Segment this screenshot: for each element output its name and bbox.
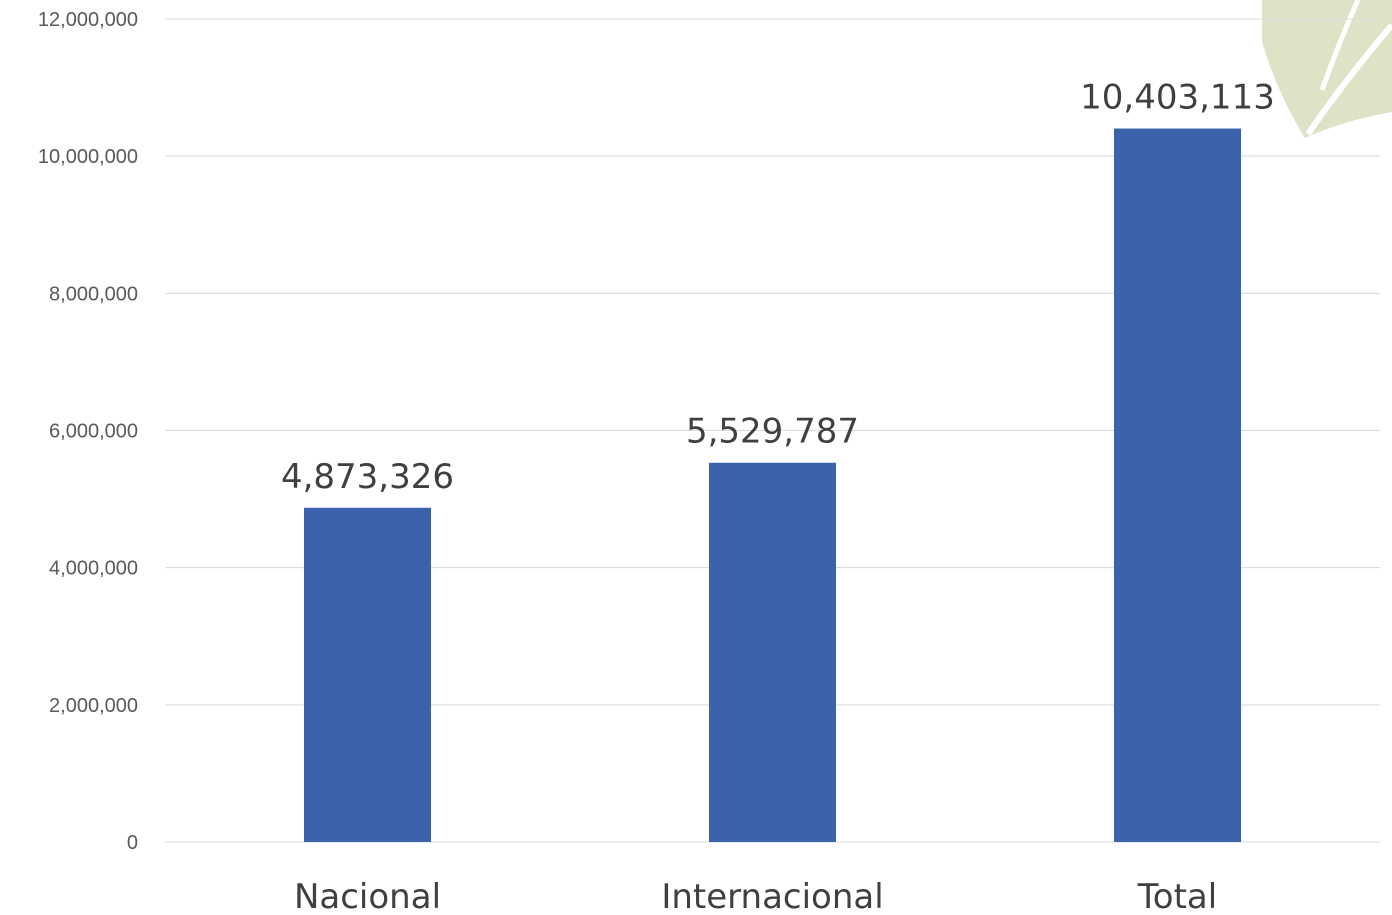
y-tick-label: 6,000,000 [49,421,138,443]
y-axis: 0 2,000,000 4,000,000 6,000,000 8,000,000 10,… [38,9,138,854]
data-label: 5,529,787 [686,412,859,452]
data-labels: 4,873,326 5,529,787 10,403,113 [281,78,1275,497]
y-tick-label: 10,000,000 [38,146,138,168]
x-tick-label: Nacional [294,877,441,915]
x-axis: Nacional Internacional Total [294,877,1217,915]
y-tick-label: 2,000,000 [49,695,138,717]
data-label: 4,873,326 [281,457,454,497]
y-tick-label: 0 [127,832,138,854]
y-tick-label: 4,000,000 [49,558,138,580]
y-tick-label: 8,000,000 [49,283,138,305]
bars [304,128,1241,842]
x-tick-label: Internacional [661,877,883,915]
y-tick-label: 12,000,000 [38,9,138,31]
bar [1114,128,1241,842]
data-label: 10,403,113 [1080,78,1275,118]
bar [304,507,431,842]
bar [709,462,836,842]
x-tick-label: Total [1137,877,1217,915]
leaf-watermark-icon [1262,0,1392,138]
